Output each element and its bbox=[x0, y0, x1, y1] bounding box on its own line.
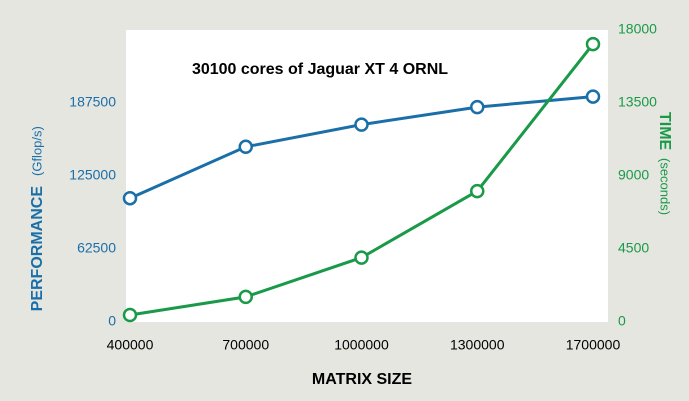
x-tick-label: 700000 bbox=[222, 337, 269, 353]
y-tick-label: 125000 bbox=[69, 167, 116, 183]
x-axis-label: MATRIX SIZE bbox=[312, 371, 412, 388]
y2-tick-label: 13500 bbox=[618, 94, 657, 110]
y2-tick-label: 9000 bbox=[618, 167, 649, 183]
y-axis-unit: (Gflop/s) bbox=[29, 126, 44, 176]
plot-area bbox=[126, 30, 608, 322]
y2-tick-label: 0 bbox=[618, 313, 626, 329]
y-tick-label: 62500 bbox=[77, 240, 116, 256]
x-tick-label: 400000 bbox=[107, 337, 154, 353]
data-point bbox=[470, 99, 485, 115]
y2-axis-label: TIME bbox=[656, 112, 673, 151]
y2-axis-unit: (seconds) bbox=[658, 158, 673, 215]
y2-tick-label: 4500 bbox=[618, 240, 649, 256]
data-point bbox=[585, 36, 601, 52]
data-point bbox=[238, 139, 253, 155]
data-point bbox=[470, 183, 485, 199]
data-point bbox=[122, 307, 138, 323]
x-tick-label: 1700000 bbox=[566, 337, 621, 353]
y-tick-label: 187500 bbox=[69, 94, 116, 110]
x-tick-label: 1300000 bbox=[450, 337, 505, 353]
data-point bbox=[585, 89, 601, 104]
data-point bbox=[354, 117, 369, 132]
y-tick-label: 0 bbox=[108, 313, 116, 329]
y2-tick-label: 18000 bbox=[618, 21, 657, 37]
x-tick-label: 1000000 bbox=[334, 337, 389, 353]
y-axis-label: PERFORMANCE bbox=[29, 186, 46, 312]
data-point bbox=[354, 250, 369, 265]
chart-title: 30100 cores of Jaguar XT 4 ORNL bbox=[192, 61, 448, 78]
data-point bbox=[238, 289, 253, 305]
data-point bbox=[122, 190, 138, 206]
